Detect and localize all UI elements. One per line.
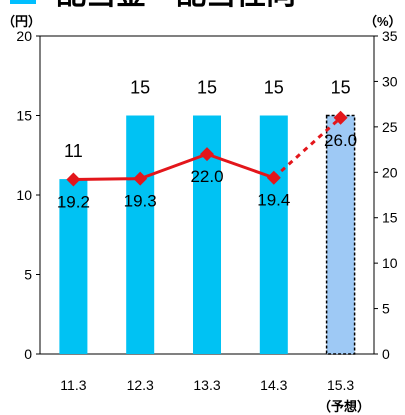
dividend-value-label: 15 <box>130 78 150 98</box>
payout-ratio-line-segment <box>73 177 141 182</box>
left-axis-tick-label: 20 <box>16 28 32 44</box>
chart-title: 配当金・配当性向 <box>56 0 296 11</box>
payout-ratio-value-label: 19.3 <box>124 192 157 211</box>
right-axis-tick-label: 15 <box>382 210 398 226</box>
category-label: 15.3 <box>327 377 354 393</box>
payout-ratio-value-label: 26.0 <box>324 131 357 150</box>
left-axis-tick-label: 15 <box>16 108 32 124</box>
dividend-bar <box>259 115 288 354</box>
payout-ratio-marker <box>200 147 214 162</box>
payout-ratio-value-label: 22.0 <box>190 167 223 186</box>
category-label: 14.3 <box>260 377 287 393</box>
dividend-value-label: 15 <box>264 78 284 98</box>
right-axis-tick-label: 0 <box>382 346 390 362</box>
right-axis-tick-label: 25 <box>382 119 398 135</box>
payout-ratio-marker <box>333 110 348 125</box>
payout-ratio-marker <box>66 172 81 187</box>
payout-ratio-value-label: 19.2 <box>57 193 90 212</box>
payout-ratio-marker <box>133 171 148 186</box>
left-axis-tick-label: 5 <box>24 267 32 283</box>
dividend-value-label: 15 <box>197 78 217 98</box>
title-accent-square <box>10 0 36 4</box>
dividend-value-label: 11 <box>64 141 83 161</box>
right-axis-tick-label: 20 <box>382 164 398 180</box>
right-axis-tick-label: 5 <box>382 301 390 317</box>
category-label: 12.3 <box>127 377 154 393</box>
right-axis-tick-label: 35 <box>382 28 398 44</box>
left-axis-tick-label: 0 <box>24 346 32 362</box>
dividend-bar <box>126 115 155 354</box>
payout-ratio-forecast-segment <box>272 116 342 179</box>
dividend-bar <box>59 179 88 354</box>
right-axis-tick-label: 10 <box>382 255 398 271</box>
left-axis-tick-label: 10 <box>16 187 32 203</box>
plot-area: 0 5 10 15 20 0 5 10 15 20 25 30 35 11 15 15 15 15 11.3 12.3… <box>16 28 397 393</box>
payout-ratio-value-label: 19.4 <box>257 191 290 210</box>
category-label: 13.3 <box>193 377 220 393</box>
category-label: 11.3 <box>60 377 86 393</box>
left-axis-unit: （円） <box>2 14 41 29</box>
right-axis-unit: （%） <box>364 14 402 29</box>
forecast-dividend-bar <box>325 114 356 355</box>
forecast-note: （予想） <box>318 399 370 414</box>
right-axis-tick-label: 30 <box>382 73 398 89</box>
dividend-value-label: 15 <box>331 78 351 98</box>
payout-ratio-line-segment <box>139 152 208 181</box>
payout-ratio-line-segment <box>206 152 275 180</box>
payout-ratio-marker <box>266 170 281 185</box>
